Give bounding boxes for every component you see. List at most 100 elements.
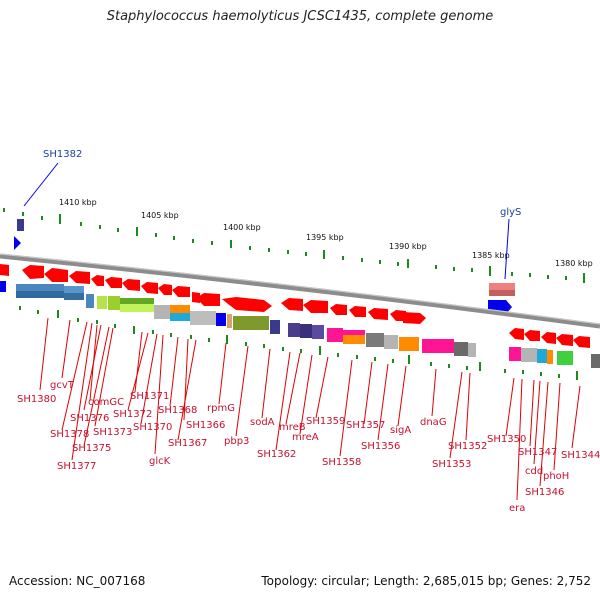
gene-arrow[interactable] (403, 312, 426, 324)
gene-arrow[interactable] (158, 284, 172, 295)
gene-label[interactable]: SH1359 (306, 416, 345, 427)
gene-label[interactable]: mreA (292, 432, 319, 443)
gene-label[interactable]: era (509, 503, 525, 514)
gene-label[interactable]: SH1377 (57, 461, 96, 472)
gene-arrow[interactable] (556, 334, 573, 346)
gene-label[interactable]: SH1353 (432, 459, 471, 470)
cog-block[interactable] (16, 291, 64, 298)
gene-label[interactable]: SH1366 (186, 420, 225, 431)
gene-arrow[interactable] (196, 293, 220, 306)
cog-block[interactable] (233, 316, 269, 330)
gene-label[interactable]: SH1357 (346, 420, 385, 431)
feature-glys[interactable]: glyS (488, 207, 521, 314)
gene-arrow[interactable] (141, 282, 158, 294)
feature-sh1382[interactable]: SH1382 (14, 149, 82, 250)
gene-label[interactable]: comGC (88, 397, 124, 408)
gene-arrow[interactable] (222, 297, 272, 312)
cog-block[interactable] (288, 323, 300, 337)
cog-block[interactable] (327, 328, 343, 342)
gene-arrow[interactable] (69, 271, 90, 284)
gene-arrow[interactable] (0, 264, 9, 276)
cog-block[interactable] (97, 296, 107, 309)
cog-block[interactable] (521, 348, 537, 362)
cog-block[interactable] (170, 305, 190, 315)
cog-block[interactable] (468, 343, 476, 357)
feature-label: SH1382 (43, 149, 82, 160)
gene-arrow[interactable] (330, 304, 347, 315)
ruler-label: 1410 kbp (59, 198, 97, 207)
cog-block[interactable] (190, 311, 216, 325)
gene-arrow[interactable] (172, 286, 190, 297)
gene-label[interactable]: phoH (543, 471, 569, 482)
gene-arrow[interactable] (509, 328, 524, 340)
gene-label[interactable]: mreB (279, 422, 306, 433)
genome-title: Staphylococcus haemolyticus JCSC1435, co… (106, 9, 494, 24)
cog-block[interactable] (300, 324, 312, 338)
gene-label[interactable]: SH1372 (113, 409, 152, 420)
cog-block[interactable] (343, 330, 365, 335)
gene-label[interactable]: SH1347 (518, 447, 557, 458)
gene-label[interactable]: SH1371 (130, 391, 169, 402)
cog-block[interactable] (557, 351, 573, 365)
gene-label[interactable]: SH1373 (93, 427, 132, 438)
cog-block[interactable] (509, 347, 521, 361)
ruler-label: 1380 kbp (555, 259, 593, 268)
gene-label[interactable]: SH1362 (257, 449, 296, 460)
ruler-label: 1390 kbp (389, 242, 427, 251)
gene-arrow[interactable] (192, 292, 200, 303)
gene-arrow[interactable] (122, 279, 140, 291)
gene-label[interactable]: cdd (525, 466, 543, 477)
gene-label[interactable]: rpmG (207, 403, 235, 414)
gene-arrow[interactable] (541, 332, 556, 344)
cog-block[interactable] (270, 320, 280, 334)
cog-block[interactable] (120, 298, 154, 304)
gene-label[interactable]: SH1350 (487, 434, 526, 445)
cog-block[interactable] (312, 325, 324, 339)
gene-label[interactable]: dnaG (420, 417, 447, 428)
cog-block[interactable] (154, 305, 170, 319)
cog-block[interactable] (227, 314, 232, 328)
cog-block[interactable] (422, 339, 454, 353)
gene-label[interactable]: SH1356 (361, 441, 400, 452)
gene-label[interactable]: SH1376 (70, 413, 109, 424)
gene-arrow[interactable] (22, 265, 44, 279)
gene-label[interactable]: SH1346 (525, 487, 564, 498)
gene-label[interactable]: SH1344 (561, 450, 600, 461)
cog-block[interactable] (591, 354, 600, 368)
gene-label[interactable]: sodA (250, 417, 275, 428)
gene-label[interactable]: pbp3 (224, 436, 249, 447)
gene-label[interactable]: SH1352 (448, 441, 487, 452)
gene-arrow[interactable] (105, 277, 122, 288)
gene-label[interactable]: gcvT (50, 380, 75, 391)
gene-arrow[interactable] (0, 281, 6, 292)
gene-label[interactable]: SH1378 (50, 429, 89, 440)
cog-block[interactable] (108, 296, 120, 310)
cog-block[interactable] (366, 333, 384, 347)
gene-arrow[interactable] (44, 268, 68, 282)
gene-arrow[interactable] (303, 300, 328, 313)
cog-block[interactable] (216, 313, 226, 326)
gene-arrow[interactable] (349, 306, 366, 317)
cog-block[interactable] (64, 293, 84, 300)
gene-arrow[interactable] (524, 330, 540, 341)
gene-label[interactable]: sigA (390, 425, 411, 436)
cog-block[interactable] (454, 342, 468, 356)
gene-arrow[interactable] (281, 298, 303, 311)
cog-block[interactable] (86, 294, 94, 308)
gene-arrow[interactable] (368, 308, 388, 320)
cog-block[interactable] (547, 350, 553, 364)
gene-arrow[interactable] (390, 310, 406, 321)
cog-block[interactable] (399, 337, 419, 351)
gene-arrow[interactable] (573, 336, 590, 348)
gene-label[interactable]: SH1380 (17, 394, 56, 405)
gene-label[interactable]: SH1370 (133, 422, 172, 433)
cog-block[interactable] (384, 335, 398, 349)
gene-label[interactable]: SH1368 (158, 405, 197, 416)
cog-block[interactable] (170, 313, 190, 321)
gene-arrow[interactable] (91, 275, 104, 286)
gene-label[interactable]: glcK (149, 456, 171, 467)
gene-label[interactable]: SH1358 (322, 457, 361, 468)
gene-label[interactable]: SH1375 (72, 443, 111, 454)
cog-block[interactable] (537, 349, 547, 363)
gene-label[interactable]: SH1367 (168, 438, 207, 449)
